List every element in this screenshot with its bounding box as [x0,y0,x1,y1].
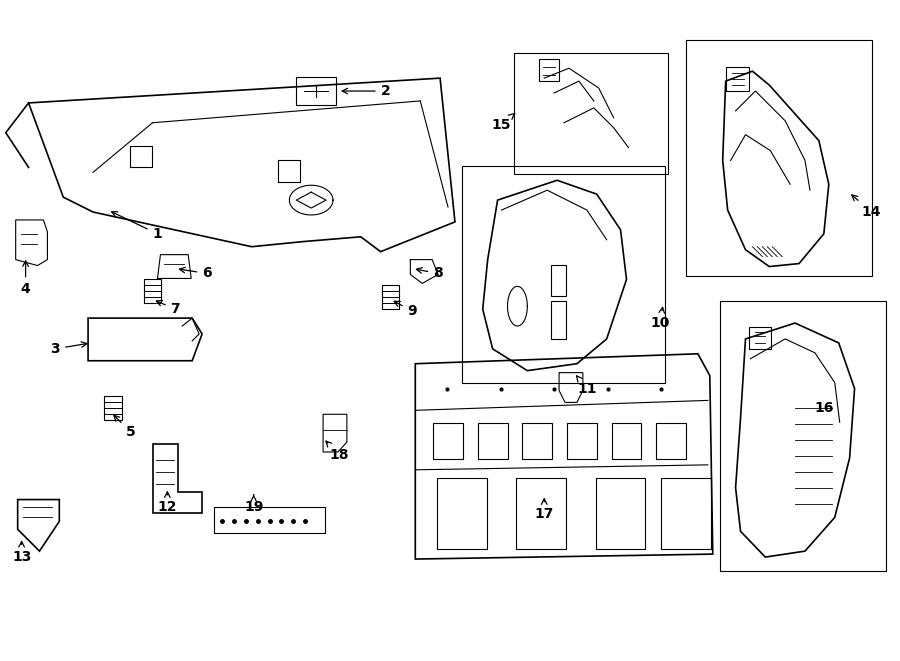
Text: 2: 2 [342,84,391,98]
Bar [296,77,336,105]
Bar [612,423,642,459]
Bar [596,478,645,549]
Text: 6: 6 [179,266,212,280]
Bar [517,478,566,549]
Text: 8: 8 [417,266,443,280]
Text: 15: 15 [491,113,515,132]
Text: 12: 12 [158,492,177,514]
Bar [462,167,665,383]
Text: 18: 18 [326,441,348,462]
Bar [104,397,122,420]
Bar [382,286,400,309]
Bar [551,264,566,296]
Bar [750,327,771,349]
Bar [686,40,872,276]
Text: 14: 14 [851,195,881,219]
Bar [539,59,559,81]
Bar [214,508,325,533]
Bar [725,67,750,91]
Text: 7: 7 [157,301,180,316]
Text: 17: 17 [535,499,554,522]
Bar [720,301,886,571]
Bar [522,423,552,459]
Text: 1: 1 [112,212,162,241]
Bar [515,54,668,175]
Bar [144,280,161,303]
Text: 10: 10 [651,307,670,330]
Bar [433,423,463,459]
Text: 4: 4 [21,261,31,296]
Text: 3: 3 [50,342,87,356]
Text: 13: 13 [12,541,32,564]
Bar [656,423,686,459]
Text: 16: 16 [814,401,834,415]
Bar [567,423,597,459]
Text: 9: 9 [394,301,417,318]
Text: 19: 19 [244,495,264,514]
Bar [437,478,487,549]
Text: 5: 5 [113,415,136,439]
Bar [662,478,711,549]
Text: 11: 11 [577,376,597,395]
Bar [551,301,566,339]
Bar [478,423,508,459]
